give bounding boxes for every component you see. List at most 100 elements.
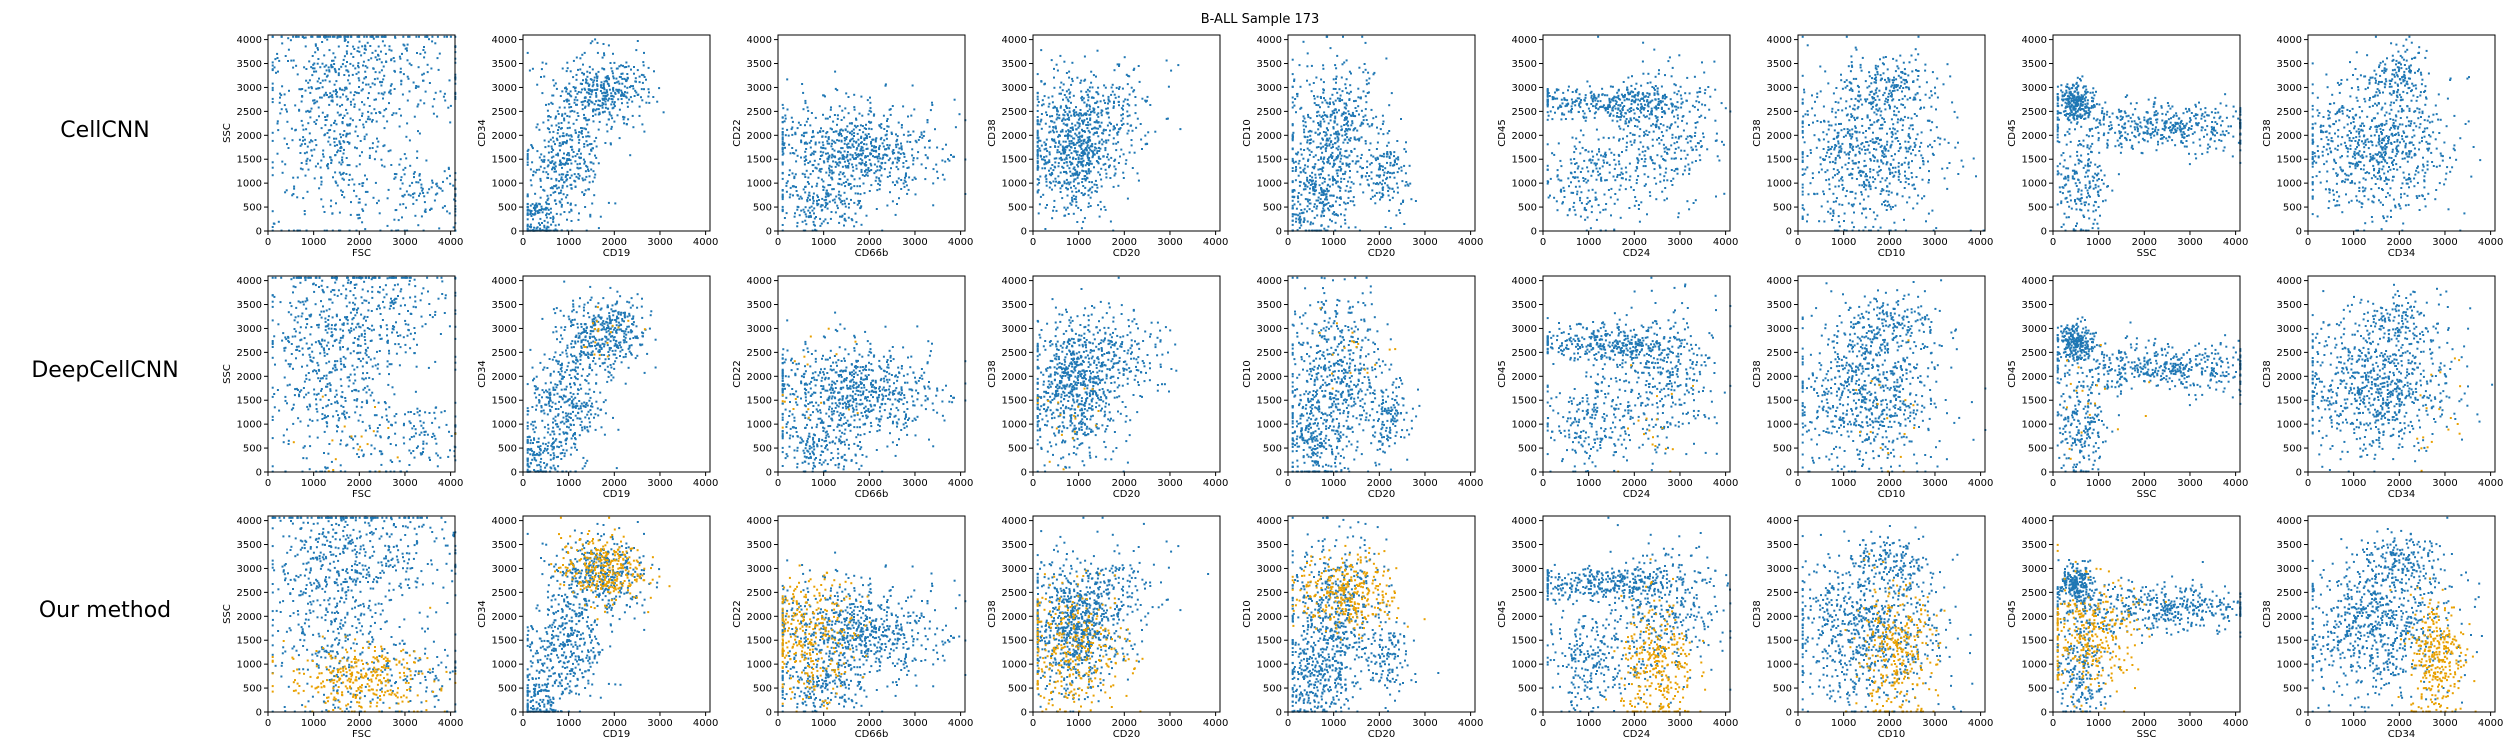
data-point — [1391, 92, 1393, 94]
data-point — [375, 56, 377, 58]
data-point — [430, 68, 432, 70]
data-point — [592, 68, 594, 70]
data-point — [600, 84, 602, 86]
data-point — [930, 109, 932, 111]
data-point — [821, 154, 823, 156]
data-point — [1324, 178, 1326, 180]
data-point — [541, 92, 543, 94]
data-point — [541, 68, 543, 70]
data-point — [1341, 135, 1343, 137]
data-point — [375, 151, 377, 153]
data-point — [1340, 187, 1342, 189]
data-point — [860, 96, 862, 98]
data-point — [365, 84, 367, 86]
data-point — [1042, 99, 1044, 101]
data-point — [1655, 115, 1657, 117]
data-point — [909, 141, 911, 143]
data-point — [1089, 149, 1091, 151]
data-point — [921, 163, 923, 165]
data-point — [419, 53, 421, 55]
data-point — [870, 169, 872, 171]
data-point — [612, 72, 614, 74]
data-point — [1115, 97, 1117, 99]
data-point — [1108, 98, 1110, 100]
data-point — [354, 67, 356, 69]
data-point — [1383, 156, 1385, 158]
data-point — [1379, 155, 1381, 157]
data-point — [578, 178, 580, 180]
data-point — [1084, 187, 1086, 189]
data-point — [1615, 96, 1617, 98]
data-point — [804, 151, 806, 153]
data-point — [583, 143, 585, 145]
data-point — [1332, 101, 1334, 103]
data-point — [1094, 143, 1096, 145]
data-point — [1063, 123, 1065, 125]
data-point — [1597, 100, 1599, 102]
data-point — [1125, 163, 1127, 165]
data-point — [1652, 123, 1654, 125]
data-point — [573, 86, 575, 88]
data-point — [1126, 111, 1128, 113]
data-point — [857, 200, 859, 202]
data-point — [831, 143, 833, 145]
data-point — [375, 182, 377, 184]
data-point — [527, 153, 529, 155]
data-point — [829, 171, 831, 173]
data-point — [541, 206, 543, 208]
data-point — [1295, 111, 1297, 113]
data-point — [643, 64, 645, 66]
data-point — [782, 209, 784, 211]
y-tick-label: 0 — [766, 227, 772, 238]
data-point — [862, 125, 864, 127]
data-point — [1302, 120, 1304, 122]
data-point — [365, 204, 367, 206]
data-point — [1038, 182, 1040, 184]
data-point — [1077, 151, 1079, 153]
data-point — [1374, 202, 1376, 204]
data-point — [452, 185, 454, 187]
data-point — [384, 109, 386, 111]
data-point — [1365, 69, 1367, 71]
data-point — [1658, 98, 1660, 100]
data-point — [591, 40, 593, 42]
data-point — [1071, 62, 1073, 64]
data-point — [1674, 106, 1676, 108]
data-point — [584, 117, 586, 119]
data-point — [1334, 117, 1336, 119]
data-point — [385, 61, 387, 63]
data-point — [904, 180, 906, 182]
data-point — [339, 133, 341, 135]
data-point — [544, 140, 546, 142]
data-point — [832, 148, 834, 150]
data-point — [543, 161, 545, 163]
data-point — [1068, 154, 1070, 156]
x-tick-label: 1000 — [1066, 237, 1091, 248]
data-point — [858, 143, 860, 145]
data-point — [933, 168, 935, 170]
data-point — [869, 97, 871, 99]
data-point — [1292, 170, 1294, 172]
data-point — [836, 205, 838, 207]
data-point — [335, 202, 337, 204]
data-point — [1307, 116, 1309, 118]
data-point — [1101, 143, 1103, 145]
data-point — [596, 80, 598, 82]
data-point — [1118, 88, 1120, 90]
data-point — [336, 123, 338, 125]
data-point — [896, 166, 898, 168]
data-point — [603, 52, 605, 54]
data-point — [782, 162, 784, 164]
data-point — [1617, 107, 1619, 109]
data-point — [578, 168, 580, 170]
data-point — [1396, 140, 1398, 142]
data-point — [857, 193, 859, 195]
data-point — [1093, 127, 1095, 129]
data-point — [1300, 171, 1302, 173]
data-point — [1299, 213, 1301, 215]
data-point — [1344, 119, 1346, 121]
data-point — [1310, 223, 1312, 225]
data-point — [1123, 101, 1125, 103]
data-point — [1058, 142, 1060, 144]
data-point — [795, 186, 797, 188]
